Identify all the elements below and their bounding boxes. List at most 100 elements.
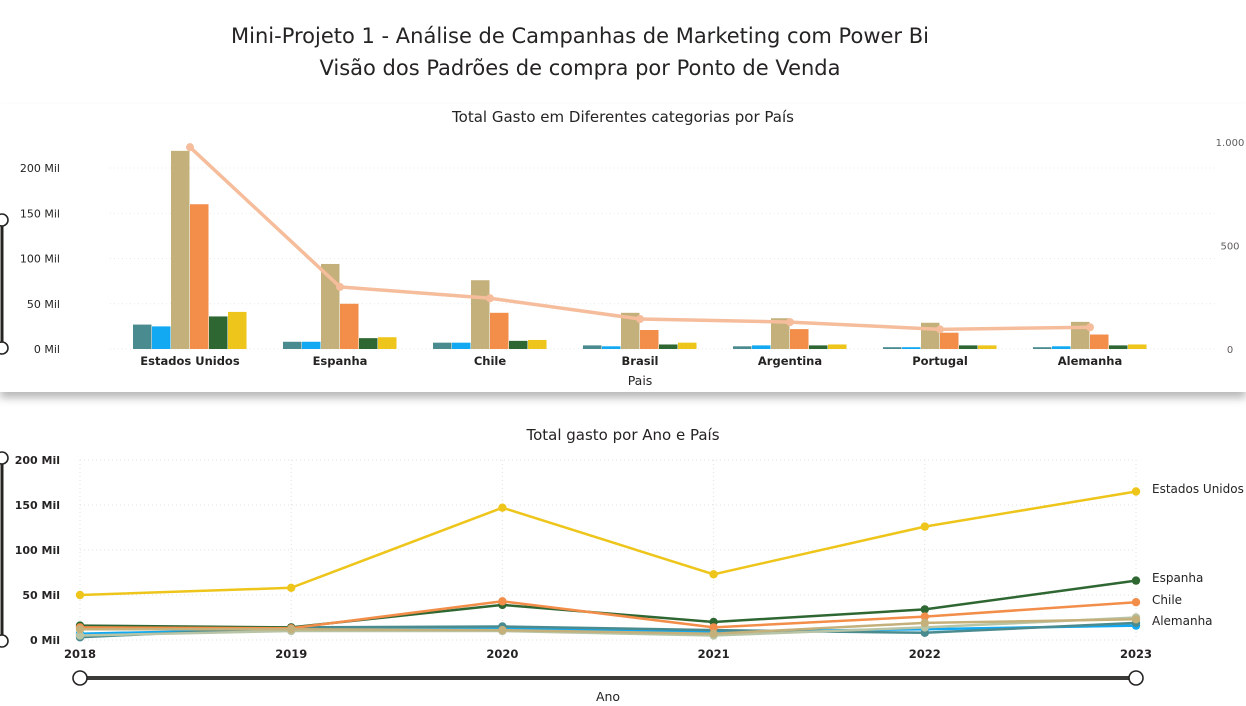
bar[interactable] — [1052, 346, 1071, 349]
y-tick-label: 150 Mil — [15, 499, 60, 512]
line-point[interactable] — [75, 590, 85, 600]
bar[interactable] — [321, 263, 340, 349]
x-tick-label: 2019 — [275, 647, 307, 661]
bar[interactable] — [528, 339, 547, 349]
bar[interactable] — [583, 345, 602, 349]
x-tick-label: Argentina — [758, 354, 822, 368]
line-point[interactable] — [920, 612, 929, 621]
y-tick-label: 50 Mil — [22, 589, 60, 602]
line-point[interactable] — [1131, 487, 1141, 496]
bar[interactable] — [152, 326, 171, 349]
line-point[interactable] — [920, 618, 929, 628]
x-tick-label: Brasil — [622, 354, 659, 368]
x-range-slider-handle[interactable] — [1128, 670, 1144, 686]
bar[interactable] — [940, 332, 959, 349]
bar[interactable] — [283, 341, 302, 349]
bar[interactable] — [621, 312, 640, 349]
series-end-label: Chile — [1152, 593, 1182, 607]
bar[interactable] — [790, 329, 809, 349]
line-point[interactable] — [75, 625, 85, 634]
bar[interactable] — [752, 345, 771, 349]
line-point[interactable] — [920, 605, 929, 614]
y-tick-label: 200 Mil — [15, 454, 60, 467]
bar[interactable] — [433, 342, 452, 349]
line-point[interactable] — [498, 625, 507, 635]
bar[interactable] — [1128, 344, 1147, 349]
bar[interactable] — [209, 316, 228, 349]
bar[interactable] — [902, 347, 921, 349]
y-tick-label: 150 Mil — [20, 207, 60, 220]
bar[interactable] — [659, 344, 678, 349]
series-end-label: Estados Unidos — [1152, 482, 1244, 496]
y-range-slider-handle[interactable] — [0, 451, 9, 465]
series-end-label: Espanha — [1152, 571, 1203, 585]
line-series — [79, 616, 1137, 637]
line-point[interactable] — [786, 318, 794, 327]
y-range-slider-handle[interactable] — [0, 213, 9, 227]
bar[interactable] — [733, 346, 752, 349]
x-range-slider-handle[interactable] — [72, 670, 88, 686]
bar[interactable] — [1033, 347, 1052, 349]
line-point[interactable] — [1131, 615, 1141, 624]
line-point[interactable] — [636, 314, 644, 323]
x-axis-title: Pais — [628, 373, 653, 388]
line-point[interactable] — [709, 570, 718, 579]
line-point[interactable] — [486, 294, 494, 303]
line-point[interactable] — [336, 282, 344, 291]
bar[interactable] — [921, 322, 940, 349]
line-point[interactable] — [1131, 576, 1141, 585]
y-range-slider-handle[interactable] — [0, 634, 9, 648]
line-point[interactable] — [498, 597, 507, 606]
bar[interactable] — [828, 344, 847, 349]
bar[interactable] — [471, 280, 490, 349]
report-title: Mini-Projeto 1 - Análise de Campanhas de… — [231, 24, 929, 48]
line-point[interactable] — [709, 629, 718, 638]
bar[interactable] — [490, 312, 509, 349]
bar[interactable] — [190, 204, 209, 349]
x-tick-label: Portugal — [912, 354, 968, 368]
bar[interactable] — [171, 150, 190, 349]
bar[interactable] — [1090, 334, 1109, 349]
bar[interactable] — [359, 338, 378, 349]
report-subtitle: Visão dos Padrões de compra por Ponto de… — [319, 56, 841, 80]
bar[interactable] — [883, 347, 902, 349]
y-tick-label: 0 Mil — [30, 634, 60, 647]
x-tick-label: 2021 — [698, 647, 730, 661]
bar[interactable] — [509, 340, 528, 349]
bar[interactable] — [133, 324, 152, 349]
bar[interactable] — [602, 346, 621, 349]
bar[interactable] — [771, 318, 790, 349]
line-point[interactable] — [920, 522, 929, 531]
bar[interactable] — [978, 345, 997, 349]
category-spend-chart[interactable]: 0 Mil 50 Mil 100 Mil 150 Mil 200 Mil 0 500 1.00… — [0, 104, 1246, 392]
line-point[interactable] — [75, 631, 85, 640]
bar[interactable] — [452, 342, 471, 349]
bar[interactable] — [340, 303, 359, 349]
bar[interactable] — [1109, 345, 1128, 349]
y2-tick-label: 0 — [1227, 345, 1233, 356]
line-point[interactable] — [1086, 323, 1094, 332]
line-point[interactable] — [1131, 598, 1141, 607]
line-point[interactable] — [186, 143, 194, 152]
y-range-slider-handle[interactable] — [0, 341, 9, 355]
bar[interactable] — [640, 330, 659, 349]
y2-tick-label: 500 — [1220, 242, 1239, 253]
yearly-spend-chart-panel[interactable]: Total gasto por Ano e País 0 Mil 50 Mil 10… — [0, 424, 1246, 704]
line-series — [80, 618, 1137, 635]
bar[interactable] — [302, 341, 321, 349]
category-spend-chart-panel[interactable]: Total Gasto em Diferentes categorias por… — [0, 104, 1246, 392]
line-point[interactable] — [287, 583, 296, 592]
line-point[interactable] — [287, 625, 296, 634]
report-header: Mini-Projeto 1 - Análise de Campanhas de… — [0, 0, 1246, 100]
bar[interactable] — [678, 342, 697, 349]
line-point[interactable] — [936, 325, 944, 334]
bar[interactable] — [228, 311, 247, 349]
bar[interactable] — [809, 345, 828, 349]
line-point[interactable] — [498, 503, 507, 512]
y-tick-label: 0 Mil — [34, 343, 60, 356]
bar[interactable] — [378, 337, 397, 349]
bar[interactable] — [959, 345, 978, 349]
line-point[interactable] — [709, 623, 718, 632]
yearly-spend-chart[interactable]: 0 Mil 50 Mil 100 Mil 150 Mil 200 Mil 2018 2019… — [0, 424, 1246, 704]
series-end-label: Alemanha — [1152, 614, 1213, 628]
